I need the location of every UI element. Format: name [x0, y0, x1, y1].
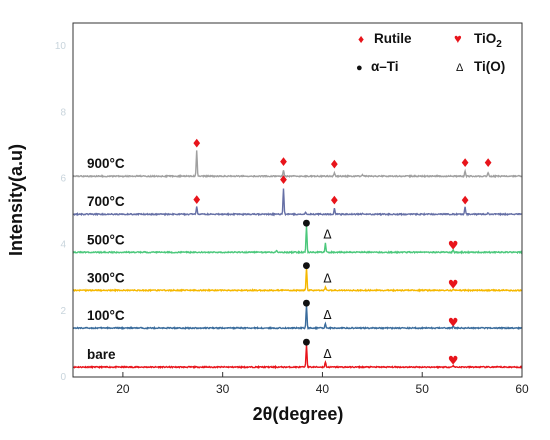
- tio2-marker: ♥: [448, 277, 459, 291]
- series-line-500-c: [72, 226, 523, 255]
- legend-tio-label: Ti(O): [474, 59, 505, 74]
- faint-y-tick-label: 2: [60, 306, 66, 317]
- sample-label-300-c: 300°C: [87, 270, 125, 285]
- y-axis-title: Intensity(a.u): [6, 144, 26, 256]
- tio2-marker: ♥: [448, 353, 459, 367]
- tio2-marker: ♥: [448, 239, 459, 253]
- plot-frame: [72, 22, 523, 378]
- faint-y-tick-label: 0: [60, 372, 66, 383]
- legend-tio2-marker: ♥: [454, 31, 462, 46]
- x-tick-label: 40: [316, 382, 330, 396]
- rutile-marker: ♦: [278, 155, 289, 169]
- sample-labels: bare 100°C 300°C 500°C 700°C 900°C: [87, 156, 125, 362]
- rutile-marker: ♦: [460, 194, 471, 208]
- rutile-marker: ♦: [483, 156, 494, 170]
- rutile-marker: ♦: [460, 156, 471, 170]
- legend: ♦ Rutile ♥ TiO2 ● α–Ti Δ Ti(O): [356, 31, 505, 74]
- legend-alpha-ti-marker: ●: [356, 62, 363, 74]
- sample-label-900-c: 900°C: [87, 156, 125, 171]
- rutile-marker: ♦: [191, 193, 202, 207]
- faint-y-tick-label: 6: [60, 173, 66, 184]
- rutile-marker: ♦: [329, 194, 340, 208]
- tio2-marker: ♥: [448, 315, 459, 329]
- x-tick-label: 60: [515, 382, 529, 396]
- tio-marker: Δ: [323, 308, 332, 322]
- x-axis-title: 2θ(degree): [253, 404, 344, 424]
- sample-label-500-c: 500°C: [87, 232, 125, 247]
- x-tick-label: 20: [116, 382, 130, 396]
- alpha-ti-marker: ●: [303, 338, 311, 348]
- x-tick-label: 50: [416, 382, 430, 396]
- tio-marker: Δ: [323, 272, 332, 286]
- alpha-ti-marker: ●: [303, 219, 311, 229]
- series-line-900-c: [72, 150, 523, 179]
- tio-marker: Δ: [323, 228, 332, 242]
- rutile-marker: ♦: [191, 136, 202, 150]
- rutile-marker: ♦: [329, 158, 340, 172]
- faint-y-tick-labels: 0 2 4 6 8 10: [55, 41, 67, 383]
- faint-y-tick-label: 8: [60, 107, 66, 118]
- legend-rutile-label: Rutile: [374, 31, 412, 46]
- legend-tio2-subscript: 2: [496, 39, 502, 50]
- series-line-700-c: [72, 188, 523, 217]
- series-line-300-c: [72, 267, 523, 293]
- x-tick-label: 30: [216, 382, 230, 396]
- legend-tio2-label: TiO2: [474, 31, 502, 50]
- peak-annotations: ● Δ ♥ ● Δ ♥ ● Δ ♥ ● Δ ♥ ♦ ♦ ♦ ♦ ♦ ♦ ♦ ♦ ♦: [191, 136, 493, 367]
- x-axis: 20 30 40 50 60: [116, 372, 529, 396]
- legend-alpha-ti-label: α–Ti: [371, 59, 399, 74]
- alpha-ti-marker: ●: [303, 299, 311, 309]
- sample-label-100-c: 100°C: [87, 308, 125, 323]
- series-line-100-c: [72, 305, 523, 331]
- series-line-bare: [72, 344, 523, 370]
- sample-label-bare: bare: [87, 347, 116, 362]
- legend-tio2-base: TiO: [474, 31, 496, 46]
- series-layer: [72, 150, 523, 370]
- legend-tio-marker: Δ: [456, 62, 464, 74]
- rutile-marker: ♦: [278, 173, 289, 187]
- alpha-ti-marker: ●: [303, 261, 311, 271]
- faint-y-tick-label: 4: [60, 240, 66, 251]
- faint-y-tick-label: 10: [55, 41, 67, 52]
- tio-marker: Δ: [323, 347, 332, 361]
- legend-rutile-marker: ♦: [358, 32, 364, 46]
- sample-label-700-c: 700°C: [87, 194, 125, 209]
